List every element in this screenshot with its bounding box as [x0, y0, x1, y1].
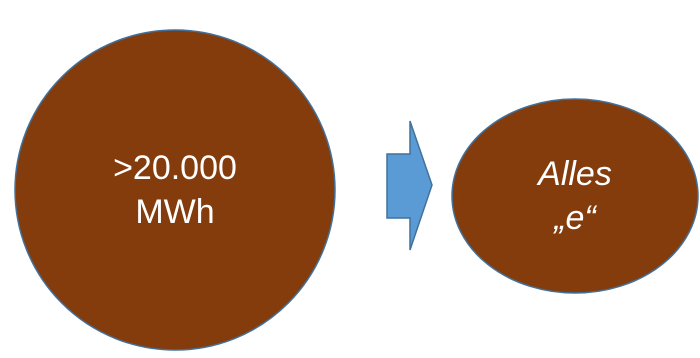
target-circle [451, 98, 699, 294]
right-arrow-icon [386, 120, 433, 251]
source-circle [14, 29, 336, 351]
